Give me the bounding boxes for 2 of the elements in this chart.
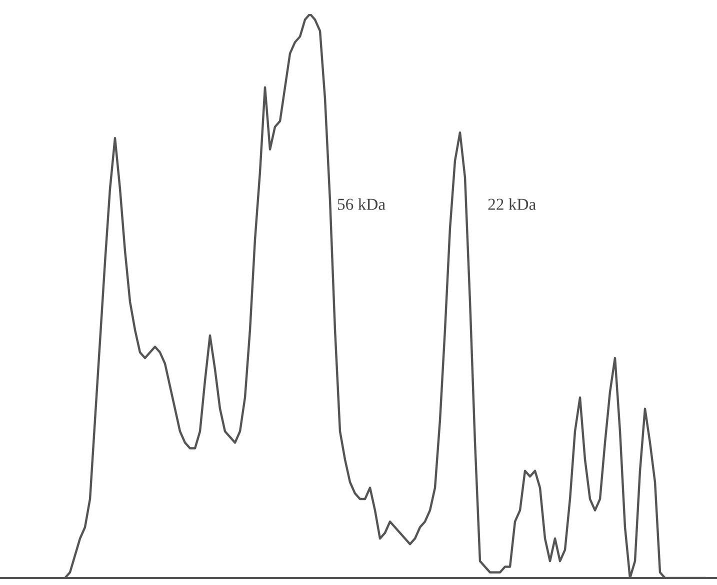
annotation: 56 kDa — [338, 198, 386, 210]
annotation: 22 kDa — [488, 198, 536, 210]
